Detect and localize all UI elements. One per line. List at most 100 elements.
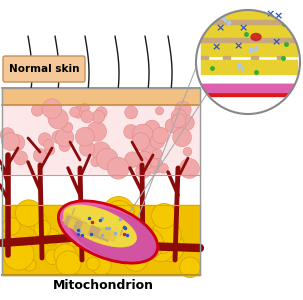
Circle shape: [92, 256, 111, 275]
Circle shape: [34, 220, 51, 237]
Text: Mitochondrion: Mitochondrion: [52, 279, 154, 292]
Circle shape: [155, 107, 164, 115]
Bar: [223, 22, 230, 24]
Bar: [201, 84, 297, 96]
Ellipse shape: [58, 201, 158, 263]
Circle shape: [147, 235, 175, 262]
Circle shape: [63, 207, 93, 238]
Circle shape: [179, 158, 199, 178]
Circle shape: [172, 115, 186, 129]
Text: ×: ×: [238, 23, 248, 33]
Bar: [63, 213, 81, 226]
Circle shape: [145, 156, 163, 173]
Circle shape: [28, 212, 47, 231]
Bar: [2, 205, 200, 275]
Bar: [223, 56, 230, 60]
Circle shape: [79, 141, 95, 156]
Circle shape: [38, 133, 52, 146]
Circle shape: [94, 216, 121, 242]
Circle shape: [91, 142, 111, 161]
Circle shape: [55, 128, 74, 147]
Circle shape: [87, 122, 107, 141]
Circle shape: [42, 99, 62, 118]
Circle shape: [43, 140, 54, 150]
Text: ×: ×: [211, 42, 221, 52]
Circle shape: [13, 151, 28, 165]
Circle shape: [104, 214, 135, 246]
Circle shape: [8, 134, 25, 151]
Bar: [68, 219, 93, 235]
Circle shape: [154, 164, 162, 172]
Bar: [2, 88, 200, 105]
Circle shape: [62, 217, 92, 247]
Circle shape: [103, 196, 135, 228]
Bar: [201, 42, 297, 56]
Circle shape: [141, 143, 156, 158]
Circle shape: [158, 164, 168, 173]
Circle shape: [72, 106, 85, 118]
Circle shape: [116, 232, 143, 259]
Circle shape: [86, 257, 100, 270]
Bar: [201, 20, 297, 24]
Bar: [201, 56, 208, 60]
Circle shape: [42, 228, 59, 246]
Circle shape: [81, 110, 93, 123]
Circle shape: [151, 220, 181, 250]
Circle shape: [2, 133, 19, 151]
Circle shape: [95, 239, 112, 256]
Circle shape: [144, 120, 160, 136]
Bar: [201, 84, 297, 92]
Circle shape: [183, 147, 192, 156]
Text: ×: ×: [215, 23, 225, 33]
Bar: [74, 221, 99, 238]
Circle shape: [80, 103, 89, 113]
Circle shape: [54, 244, 77, 267]
Bar: [201, 38, 208, 42]
Circle shape: [155, 232, 185, 261]
Circle shape: [59, 140, 70, 152]
Circle shape: [3, 239, 34, 270]
Circle shape: [196, 10, 300, 114]
Text: ×: ×: [233, 41, 243, 51]
Bar: [251, 22, 258, 24]
Text: ×: ×: [265, 9, 275, 19]
Bar: [201, 8, 297, 22]
Bar: [88, 226, 111, 241]
Circle shape: [31, 104, 43, 116]
Circle shape: [75, 127, 94, 146]
Circle shape: [132, 133, 150, 150]
Text: ×: ×: [271, 37, 281, 47]
Circle shape: [96, 148, 118, 170]
FancyBboxPatch shape: [3, 56, 85, 82]
Circle shape: [87, 230, 101, 244]
Circle shape: [152, 149, 162, 159]
Circle shape: [105, 223, 118, 236]
Bar: [80, 224, 105, 240]
Circle shape: [135, 151, 154, 170]
Circle shape: [179, 115, 194, 130]
Circle shape: [123, 247, 148, 271]
Bar: [64, 216, 87, 232]
Bar: [223, 38, 230, 42]
Circle shape: [125, 152, 140, 167]
Circle shape: [136, 163, 151, 178]
Circle shape: [152, 127, 169, 144]
Circle shape: [175, 101, 191, 118]
Circle shape: [125, 106, 138, 119]
Circle shape: [45, 145, 55, 155]
Circle shape: [150, 134, 165, 149]
Text: Normal skin: Normal skin: [9, 64, 79, 74]
Circle shape: [180, 257, 200, 278]
Circle shape: [104, 201, 134, 230]
Bar: [251, 38, 258, 42]
Bar: [201, 38, 297, 42]
Ellipse shape: [69, 207, 159, 263]
Bar: [201, 60, 297, 74]
Circle shape: [152, 203, 177, 228]
Circle shape: [124, 205, 143, 224]
Bar: [201, 24, 297, 38]
Circle shape: [95, 107, 107, 118]
Circle shape: [23, 258, 36, 271]
Circle shape: [56, 251, 81, 276]
Bar: [2, 88, 200, 275]
